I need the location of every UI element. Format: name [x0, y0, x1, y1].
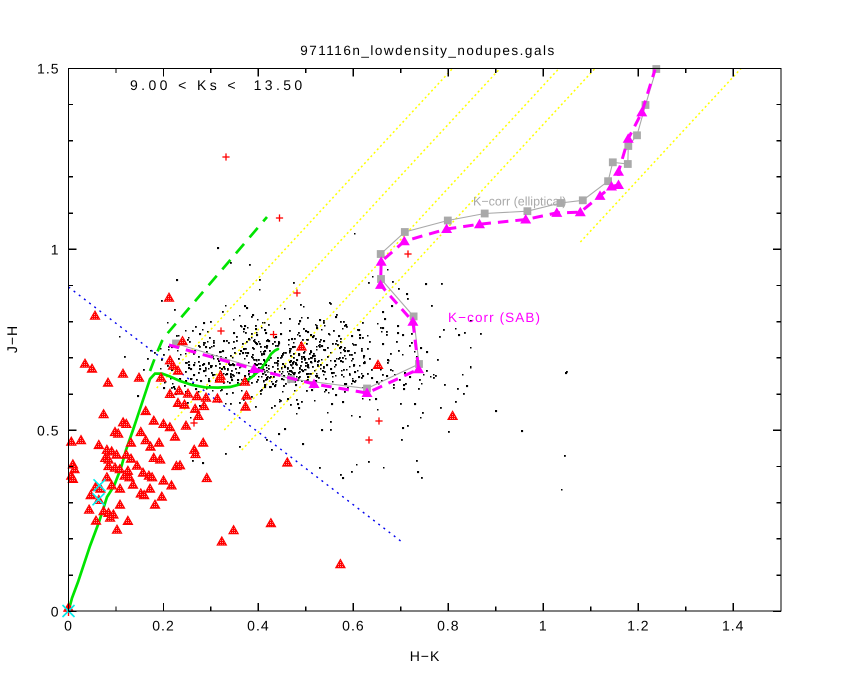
- svg-text:1: 1: [539, 618, 548, 634]
- svg-text:9.00 < Ks < 13.50: 9.00 < Ks < 13.50: [130, 77, 306, 93]
- svg-text:0: 0: [64, 618, 73, 634]
- svg-text:1.5: 1.5: [37, 60, 59, 76]
- svg-text:0.6: 0.6: [342, 618, 364, 634]
- svg-text:1.4: 1.4: [722, 618, 744, 634]
- svg-text:0.4: 0.4: [247, 618, 269, 634]
- svg-text:H−K: H−K: [410, 648, 441, 664]
- svg-text:J−H: J−H: [4, 325, 20, 353]
- svg-text:K−corr (SAB): K−corr (SAB): [448, 310, 541, 325]
- svg-text:1.2: 1.2: [627, 618, 649, 634]
- svg-text:0.5: 0.5: [37, 422, 59, 438]
- svg-text:1: 1: [51, 241, 60, 257]
- svg-text:0.2: 0.2: [152, 618, 174, 634]
- svg-text:0: 0: [51, 603, 60, 619]
- svg-text:971116n_lowdensity_nodupes.gal: 971116n_lowdensity_nodupes.gals: [300, 43, 555, 58]
- svg-text:K−corr (elliptical): K−corr (elliptical): [473, 195, 566, 209]
- svg-text:0.8: 0.8: [437, 618, 459, 634]
